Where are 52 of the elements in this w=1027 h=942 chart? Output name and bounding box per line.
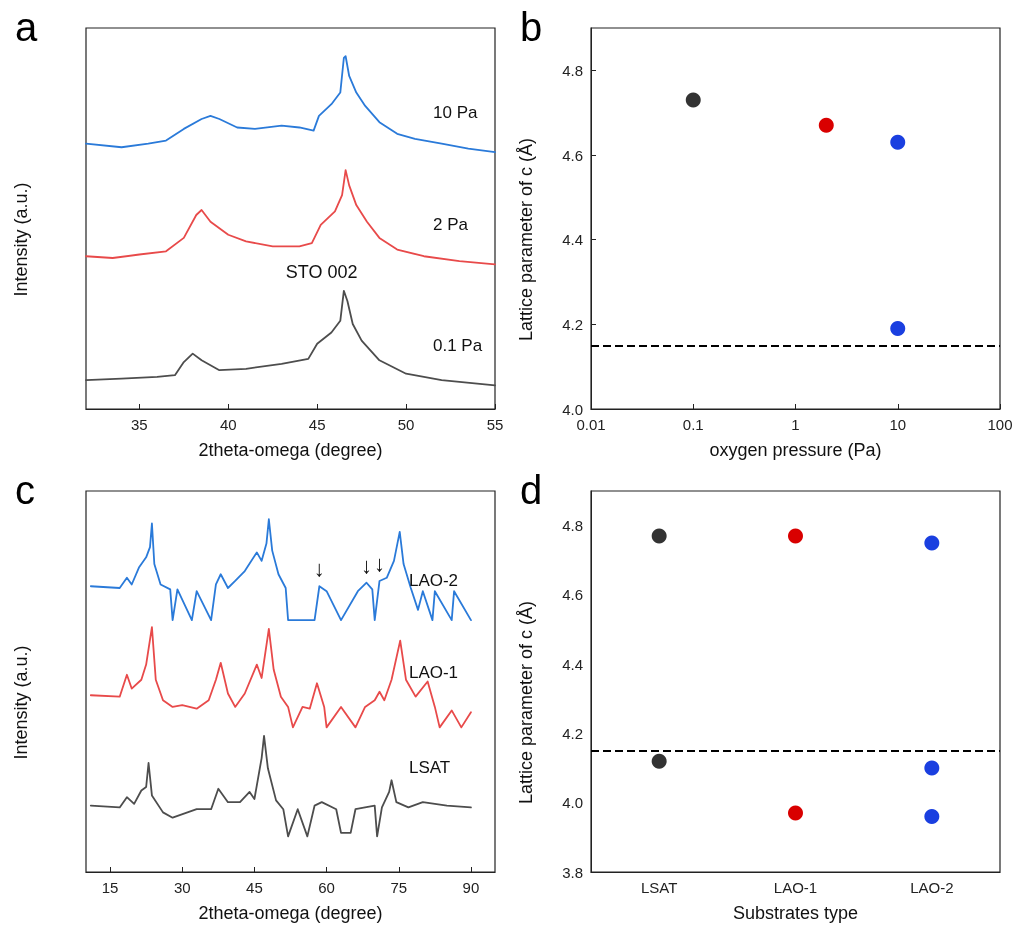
series-label: 0.1 Pa — [433, 335, 483, 355]
y-axis-title: Intensity (a.u.) — [11, 182, 31, 297]
x-axis-title: 2theta-omega (degree) — [198, 440, 383, 460]
x-tick-label: 0.01 — [576, 416, 606, 433]
series-label: LAO-2 — [408, 570, 459, 590]
chart-title: a — [15, 5, 38, 49]
y-axis-title: Intensity (a.u.) — [11, 645, 31, 760]
y-tick-label: 4.0 — [562, 400, 583, 418]
chart-title: b — [520, 5, 543, 49]
annotation: ↓ — [313, 556, 325, 582]
y-tick-label: 4.6 — [562, 146, 583, 164]
annotation: STO 002 — [285, 261, 358, 282]
x-tick-label: 90 — [462, 879, 480, 896]
series-label: LAO-1 — [408, 662, 459, 682]
x-tick-label: 45 — [308, 416, 326, 433]
chart-title: d — [520, 468, 543, 512]
x-tick-label: 0.1 — [682, 416, 704, 433]
x-tick-label: 100 — [987, 416, 1013, 433]
x-tick-label: LAO-1 — [773, 879, 818, 896]
series-label: 10 Pa — [433, 102, 478, 122]
x-tick-label: 15 — [101, 879, 119, 896]
x-tick-label: 55 — [486, 416, 504, 433]
y-axis-title: Lattice parameter of c (Å) — [516, 600, 536, 805]
y-axis-title: Lattice parameter of c (Å) — [516, 137, 536, 342]
y-tick-label: 4.8 — [562, 517, 583, 535]
y-tick-label: 4.6 — [562, 586, 583, 604]
y-tick-label: 4.2 — [562, 315, 583, 333]
y-tick-label: 4.8 — [562, 61, 583, 79]
y-tick-label: 4.0 — [562, 794, 583, 812]
annotation: ↓ — [361, 552, 373, 578]
x-tick-label: LSAT — [640, 879, 678, 896]
x-axis-title: oxygen pressure (Pa) — [709, 440, 882, 460]
x-tick-label: LAO-2 — [910, 879, 954, 896]
x-tick-label: 50 — [397, 416, 415, 433]
series-label: LSAT — [408, 757, 451, 777]
x-tick-label: 1 — [791, 416, 800, 433]
y-tick-label: 4.4 — [562, 655, 583, 673]
series-label: 2 Pa — [433, 214, 469, 234]
chart-title: c — [15, 468, 35, 512]
x-tick-label: 45 — [246, 879, 263, 896]
x-tick-label: 40 — [219, 416, 237, 433]
y-tick-label: 4.2 — [562, 724, 583, 742]
x-axis-title: 2theta-omega (degree) — [198, 903, 383, 923]
x-axis-title: Substrates type — [732, 903, 859, 923]
y-tick-label: 3.8 — [562, 863, 583, 881]
annotation: ↓ — [374, 550, 386, 576]
x-tick-label: 10 — [889, 416, 907, 433]
x-tick-label: 60 — [318, 879, 335, 896]
y-tick-label: 4.4 — [562, 231, 583, 249]
x-tick-label: 35 — [131, 416, 148, 433]
x-tick-label: 30 — [173, 879, 191, 896]
x-tick-label: 75 — [390, 879, 408, 896]
